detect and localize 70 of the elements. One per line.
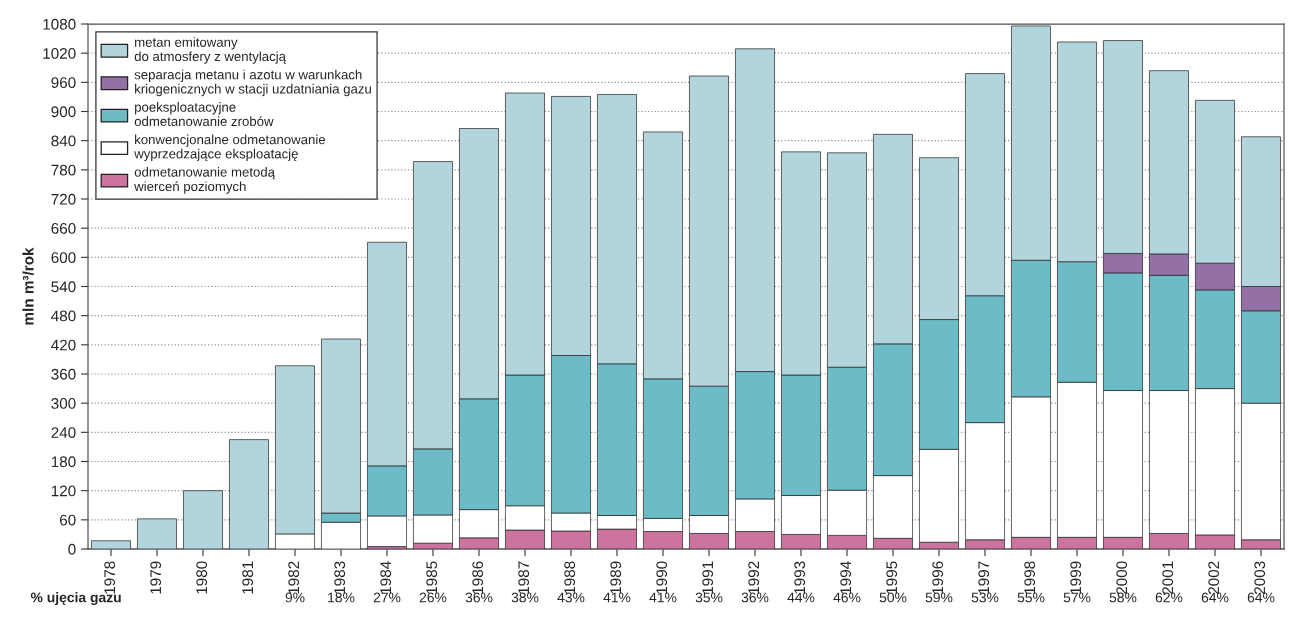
y-tick-label: 240 [51,427,76,439]
x-tick-label: 1988 [564,561,576,594]
y-tick-label: 1080 [43,18,76,30]
y-tick-label: 660 [51,223,76,234]
text: 59% [925,592,953,603]
x-tick-label: 1987 [518,561,530,594]
bar [183,490,223,549]
text: 38% [511,592,539,603]
x-tick-label: 1978 [104,561,116,594]
text: 57% [1063,592,1091,603]
y-tick-label: 420 [51,339,76,351]
text: 26% [419,592,447,603]
y-axis-title: mln m³/rok [22,247,34,325]
x-tick-label: 1986 [472,561,484,594]
x-tick-label: 1990 [656,561,668,594]
x-tick-label: 1995 [886,561,898,594]
text: % ujęcia gazu [30,592,121,606]
x-tick-label: 1993 [794,561,806,594]
y-tick-label: 600 [51,252,76,264]
text: 36% [465,592,493,603]
x-tick-label: 1996 [932,561,944,594]
text: 27% [373,592,401,603]
bar [137,518,177,549]
x-tick-label: 1983 [334,561,346,594]
y-tick-label: 960 [51,77,76,89]
y-tick-label: 480 [51,310,76,322]
x-tick-label: 1982 [288,561,300,594]
bar [229,439,269,549]
x-tick-label: 1992 [748,561,760,594]
y-tick-label: 300 [51,398,76,409]
x-tick-label: 1984 [380,561,392,594]
x-tick-label: 1980 [196,561,208,594]
legend-label: poeksploatacyjne odmetanowanie zrobów [134,102,274,127]
y-tick-label: 840 [51,135,76,147]
legend-label: metan emitowany do atmosfery z wentylacją [134,37,286,64]
x-tick-label: 1999 [1070,561,1082,594]
legend-label: odmetanowanie metodą wierceń poziomych [134,167,276,194]
bar [91,540,131,549]
x-tick-label: 1989 [610,561,622,594]
y-tick-label: 720 [51,193,76,205]
y-tick-label: 780 [51,164,76,176]
text: 53% [971,592,999,603]
x-tick-label: 1985 [426,561,438,594]
legend-label: konwencjonalne odmetanowanie wyprzedzające eksploatację [134,134,326,162]
x-tick-label: 1979 [150,561,162,594]
y-tick-label: 540 [51,281,76,293]
text: 41% [649,592,677,603]
y-tick-label: 900 [51,106,76,118]
legend-label: separacja metanu i azotu w warunkach kriogenicznych w stacji uzdatniania gazu [134,69,371,97]
x-tick-label: 1991 [702,561,714,594]
text: 41% [603,592,631,603]
x-tick-label: 1998 [1024,561,1036,594]
y-tick-label: 0 [68,543,76,555]
x-tick-label: 1981 [242,561,254,594]
text: 55% [1017,592,1045,603]
text: 44% [787,592,815,603]
x-tick-label: 1994 [840,561,852,594]
text: 9% [285,592,305,603]
y-tick-label: 60 [59,514,76,526]
text: 35% [695,592,723,603]
text: 36% [741,592,769,603]
text: 46% [833,592,861,603]
y-tick-label: 360 [51,368,76,380]
text: 50% [879,592,907,603]
x-tick-label: 1997 [978,561,990,594]
y-tick-label: 120 [51,485,76,497]
y-tick-label: 1020 [43,48,76,59]
text: 18% [328,592,355,603]
y-tick-label: 180 [51,456,76,468]
text: 43% [557,592,585,603]
